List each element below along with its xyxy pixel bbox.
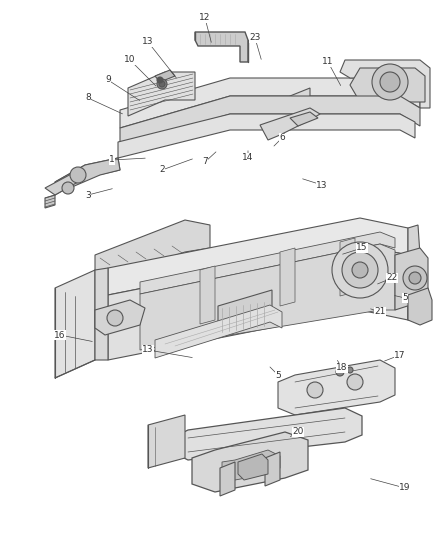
Polygon shape [278,360,395,415]
Circle shape [372,64,408,100]
Polygon shape [55,158,120,190]
Circle shape [352,262,368,278]
Text: 16: 16 [54,330,66,340]
Text: 13: 13 [316,181,328,190]
Circle shape [380,72,400,92]
Text: 19: 19 [399,483,411,492]
Text: 1: 1 [109,156,115,165]
Text: 17: 17 [394,351,406,359]
Polygon shape [290,112,318,126]
Circle shape [159,81,165,87]
Circle shape [336,368,344,376]
Polygon shape [140,244,395,350]
Text: 15: 15 [356,244,368,253]
Circle shape [157,79,167,89]
Polygon shape [95,300,145,335]
Polygon shape [172,408,362,460]
Polygon shape [45,172,85,195]
Polygon shape [155,305,282,358]
Text: 13: 13 [142,345,154,354]
Circle shape [157,77,163,83]
Polygon shape [220,462,235,496]
Text: 3: 3 [85,190,91,199]
Circle shape [307,382,323,398]
Polygon shape [200,266,215,324]
Text: 8: 8 [85,93,91,102]
Polygon shape [408,288,432,325]
Circle shape [70,167,86,183]
Polygon shape [55,158,120,195]
Polygon shape [108,218,408,295]
Text: 9: 9 [105,76,111,85]
Polygon shape [128,72,195,116]
Polygon shape [108,245,408,360]
Text: 22: 22 [386,273,398,282]
Polygon shape [395,248,428,310]
Circle shape [62,182,74,194]
Text: 21: 21 [374,308,386,317]
Polygon shape [120,78,420,128]
Text: 20: 20 [292,427,304,437]
Polygon shape [95,268,108,360]
Polygon shape [350,68,425,102]
Text: 18: 18 [336,364,348,373]
Text: 10: 10 [124,55,136,64]
Circle shape [342,252,378,288]
Circle shape [347,367,353,373]
Circle shape [107,310,123,326]
Polygon shape [340,60,430,108]
Polygon shape [95,220,210,278]
Circle shape [347,374,363,390]
Polygon shape [55,270,95,378]
Polygon shape [120,96,420,146]
Text: 11: 11 [322,58,334,67]
Circle shape [403,266,427,290]
Polygon shape [340,238,355,296]
Polygon shape [280,248,295,306]
Polygon shape [45,195,55,208]
Polygon shape [155,70,175,82]
Text: 5: 5 [275,370,281,379]
Text: 2: 2 [159,166,165,174]
Polygon shape [140,232,395,294]
Polygon shape [195,32,248,62]
Circle shape [409,272,421,284]
Polygon shape [408,225,420,320]
Text: 6: 6 [279,133,285,142]
Text: 5: 5 [402,294,408,303]
Polygon shape [260,108,320,140]
Polygon shape [192,432,308,492]
Polygon shape [238,454,268,480]
Text: 7: 7 [202,157,208,166]
Polygon shape [222,450,280,480]
Text: 14: 14 [242,154,254,163]
Text: 13: 13 [142,37,154,46]
Polygon shape [218,290,272,334]
Polygon shape [290,88,310,108]
Polygon shape [148,415,185,468]
Polygon shape [118,114,415,158]
Polygon shape [265,452,280,486]
Circle shape [332,242,388,298]
Text: 23: 23 [249,34,261,43]
Text: 12: 12 [199,13,211,22]
